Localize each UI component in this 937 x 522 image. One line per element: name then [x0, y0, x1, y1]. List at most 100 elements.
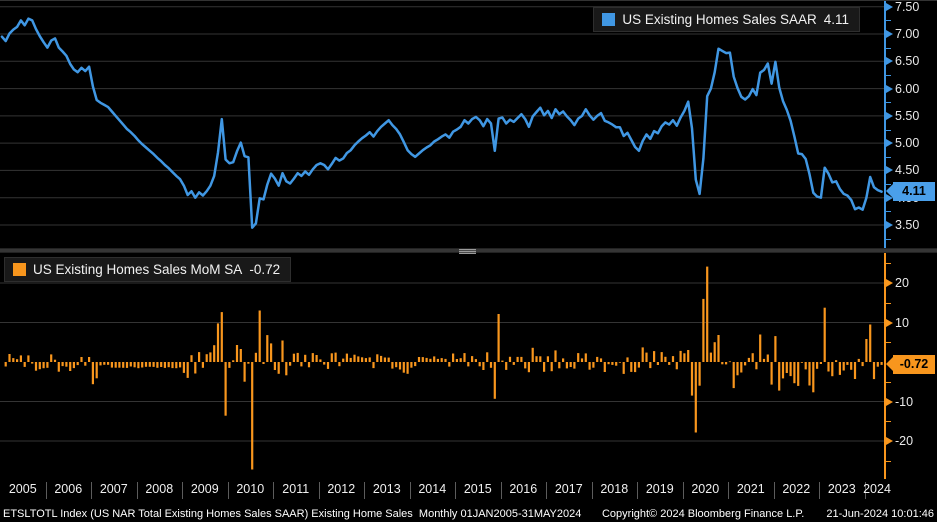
mom-bar-panel[interactable]: [0, 253, 884, 479]
mom-bar: [637, 362, 640, 368]
saar-legend[interactable]: US Existing Homes Sales SAAR 4.11: [593, 7, 860, 32]
mom-bar: [273, 362, 276, 370]
mom-bar: [65, 362, 68, 367]
mom-bar: [630, 362, 633, 372]
mom-bar: [277, 362, 280, 374]
saar-axis-line: [884, 1, 886, 248]
mom-legend[interactable]: US Existing Homes Sales MoM SA -0.72: [4, 257, 292, 282]
mom-bar: [512, 362, 515, 365]
mom-bar: [440, 358, 443, 362]
mom-bar: [251, 362, 254, 470]
mom-bar: [216, 323, 220, 362]
mom-bar: [607, 362, 610, 365]
mom-bar: [653, 351, 656, 362]
minor-tick: [886, 238, 891, 240]
mom-bar: [580, 358, 584, 362]
tick-arrow-icon: [886, 57, 893, 66]
mom-bar: [831, 362, 834, 377]
axis-tick-label: 5.50: [895, 108, 920, 123]
year-separator: [819, 482, 820, 499]
mom-bar: [436, 358, 439, 362]
mom-bar: [12, 358, 15, 362]
mom-bar: [732, 362, 735, 389]
mom-bar: [323, 362, 326, 365]
mom-bar: [262, 362, 265, 364]
mom-bar: [797, 362, 800, 386]
mom-bar: [827, 362, 830, 372]
year-label-2012: 2012: [327, 482, 356, 496]
axis-tick-label: 20: [895, 276, 909, 290]
mom-bar: [91, 362, 94, 385]
minor-tick: [886, 20, 891, 22]
mom-bar: [141, 362, 144, 368]
mom-bar: [554, 350, 557, 362]
mom-bar: [816, 362, 819, 369]
mom-bar: [694, 362, 697, 433]
mom-bar: [391, 362, 394, 369]
mom-bar: [660, 352, 663, 362]
mom-bar: [656, 362, 659, 365]
mom-bar: [486, 352, 489, 362]
mom-bar: [713, 342, 716, 362]
mom-bar: [4, 362, 7, 367]
year-separator: [364, 482, 365, 499]
panel-divider-handle[interactable]: [459, 249, 476, 254]
mom-bar: [744, 362, 747, 366]
mom-bar: [690, 362, 694, 396]
mom-bar: [880, 362, 883, 365]
mom-bar: [596, 356, 599, 362]
mom-bar: [334, 352, 337, 362]
mom-bar: [584, 353, 587, 362]
mom-bar: [198, 352, 201, 362]
mom-bar: [228, 362, 231, 368]
mom-bar: [80, 357, 83, 362]
tick-arrow-icon: [886, 84, 893, 93]
tick-arrow-icon: [886, 437, 893, 445]
mom-bar: [243, 362, 246, 382]
saar-legend-value: 4.11: [823, 12, 849, 27]
year-separator: [773, 482, 775, 499]
saar-legend-swatch-icon: [602, 13, 616, 26]
mom-bar: [232, 360, 235, 362]
panel-divider: [0, 248, 937, 254]
minor-tick: [886, 460, 891, 462]
year-label-2020: 2020: [691, 482, 720, 496]
year-label-2013: 2013: [372, 482, 401, 496]
mom-bar: [27, 355, 30, 362]
axis-tick-label: 3.50: [895, 218, 920, 232]
mom-last-value-badge: -0.72: [886, 355, 935, 375]
mom-bar: [61, 362, 64, 367]
mom-bar: [34, 362, 38, 371]
mom-bar: [706, 266, 709, 362]
mom-bar: [88, 357, 91, 362]
mom-bar: [167, 362, 170, 368]
minor-tick: [886, 421, 891, 423]
mom-bar: [38, 362, 41, 370]
mom-bar: [800, 362, 803, 363]
mom-bar: [304, 354, 307, 362]
mom-bar: [751, 353, 754, 362]
timestamp: 21-Jun-2024 10:01:46: [826, 507, 934, 520]
mom-bar: [285, 362, 288, 376]
mom-bar: [493, 362, 496, 399]
mom-bar: [383, 357, 386, 362]
mom-bar: [239, 349, 242, 362]
badge-notch-icon: [886, 184, 893, 199]
mom-bar: [129, 362, 132, 367]
mom-bar: [296, 352, 299, 362]
mom-bar: [319, 359, 322, 362]
year-separator: [864, 482, 866, 499]
mom-bar: [235, 345, 239, 362]
mom-bar: [702, 298, 705, 362]
mom-bar: [281, 340, 284, 362]
mom-bar: [835, 360, 838, 362]
mom-bar: [459, 358, 462, 362]
mom-bar: [588, 362, 591, 370]
mom-bar: [110, 362, 113, 368]
mom-legend-swatch-icon: [13, 263, 26, 276]
saar-line-panel[interactable]: [0, 1, 884, 248]
saar-line-series: [0, 17, 883, 229]
mom-bar: [395, 362, 398, 368]
mom-bar: [254, 352, 257, 362]
status-bar: ETSLTOTL Index (US NAR Total Existing Ho…: [0, 504, 937, 522]
